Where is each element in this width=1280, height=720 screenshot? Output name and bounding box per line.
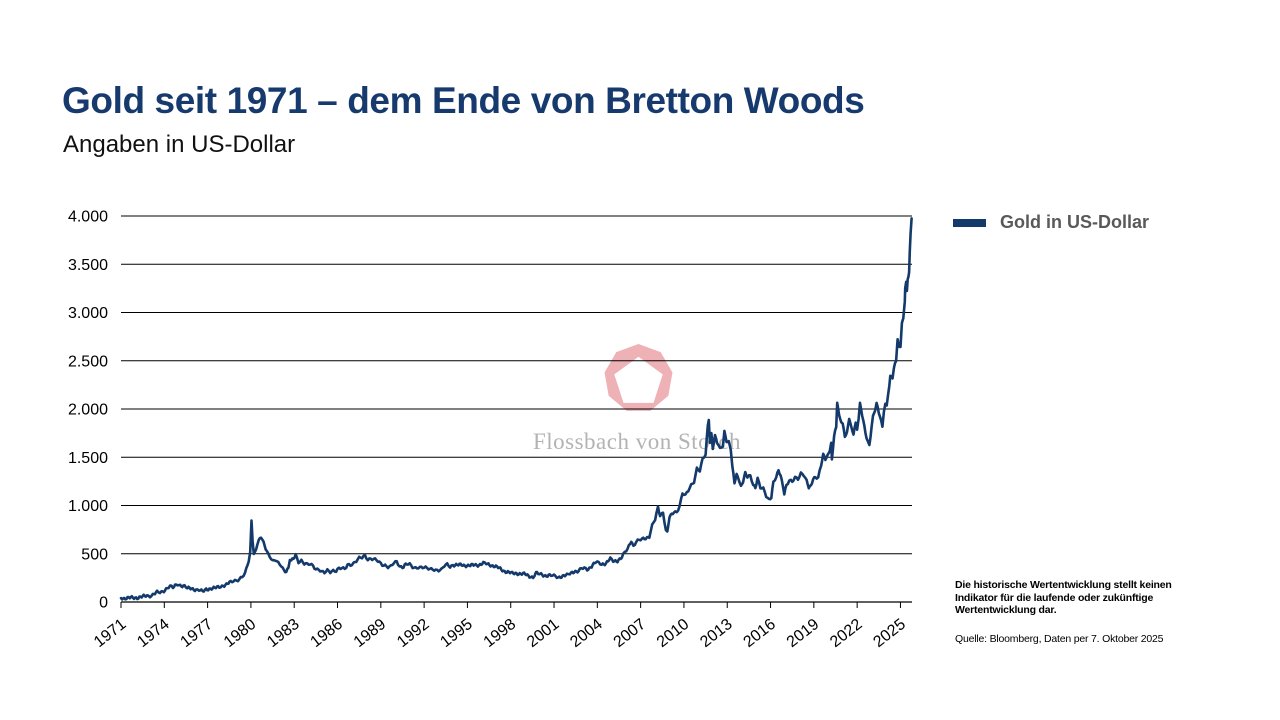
svg-text:2004: 2004 (567, 616, 606, 651)
source-text: Quelle: Bloomberg, Daten per 7. Oktober … (955, 632, 1164, 645)
svg-text:1992: 1992 (394, 616, 433, 651)
legend-line-swatch (953, 218, 986, 227)
svg-text:2016: 2016 (740, 616, 779, 651)
svg-text:1995: 1995 (437, 616, 476, 651)
svg-text:2007: 2007 (611, 616, 650, 651)
svg-text:2010: 2010 (654, 616, 693, 651)
svg-text:1989: 1989 (351, 616, 390, 651)
disclaimer-text: Die historische Wertentwicklung stellt k… (955, 579, 1172, 616)
svg-text:2025: 2025 (870, 616, 909, 651)
svg-text:1.500: 1.500 (68, 450, 108, 467)
svg-text:1998: 1998 (481, 616, 520, 651)
svg-text:3.500: 3.500 (68, 257, 108, 274)
svg-text:1986: 1986 (307, 616, 346, 651)
svg-text:1974: 1974 (134, 616, 173, 651)
page-subtitle: Angaben in US-Dollar (63, 131, 296, 158)
svg-text:2001: 2001 (524, 616, 563, 651)
svg-text:2022: 2022 (827, 616, 866, 651)
chart-legend: Gold in US-Dollar (953, 212, 1149, 233)
svg-text:2019: 2019 (784, 616, 823, 651)
svg-text:1980: 1980 (221, 616, 260, 651)
svg-text:2.000: 2.000 (68, 402, 108, 419)
svg-text:4.000: 4.000 (68, 209, 108, 226)
svg-text:1.000: 1.000 (68, 498, 108, 515)
svg-text:0: 0 (99, 595, 108, 612)
svg-text:2.500: 2.500 (68, 353, 108, 370)
svg-text:1971: 1971 (91, 616, 130, 651)
svg-text:500: 500 (81, 546, 108, 563)
svg-text:1977: 1977 (178, 616, 217, 651)
svg-text:1983: 1983 (264, 616, 303, 651)
svg-text:3.000: 3.000 (68, 305, 108, 322)
page-title: Gold seit 1971 – dem Ende von Bretton Wo… (62, 80, 865, 121)
svg-text:2013: 2013 (697, 616, 736, 651)
footnote-block: Die historische Wertentwicklung stellt k… (955, 579, 1205, 645)
legend-label: Gold in US-Dollar (1000, 212, 1150, 232)
